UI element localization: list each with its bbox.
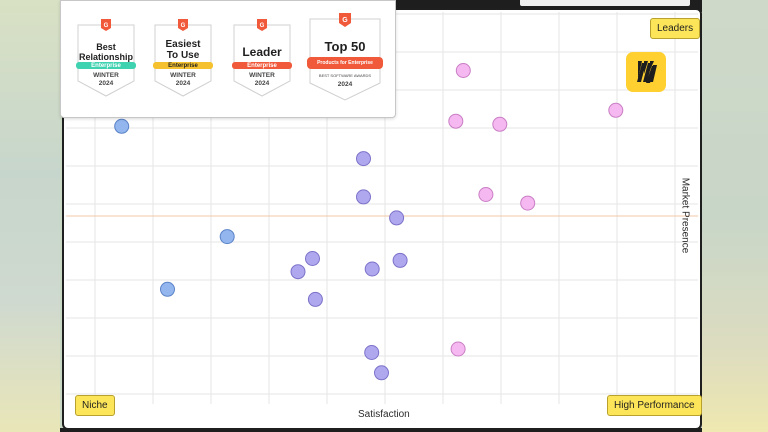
award-badge: G Easiest To Use Enterprise WINTER 2024 <box>152 19 214 99</box>
badge-ribbon: Enterprise <box>91 63 121 69</box>
badge-title: Easiest <box>165 39 201 50</box>
g2-logo-icon: G <box>339 13 351 27</box>
background-bottom <box>60 428 702 432</box>
data-point <box>364 345 380 360</box>
svg-text:G: G <box>342 17 348 24</box>
y-axis-title: Market Presence <box>679 177 691 254</box>
svg-text:G: G <box>104 23 109 29</box>
data-point <box>389 210 405 226</box>
svg-text:G: G <box>260 23 265 29</box>
badge-season: BEST SOFTWARE AWARDS <box>318 73 372 78</box>
data-point <box>492 116 508 132</box>
data-point <box>520 195 536 211</box>
badge-season: WINTER <box>249 72 275 79</box>
data-point <box>307 291 323 307</box>
badge-ribbon: Enterprise <box>168 63 198 69</box>
g2-logo-icon: G <box>178 19 188 31</box>
data-point <box>364 261 380 277</box>
badge-title-2: To Use <box>166 50 200 61</box>
background-left <box>0 0 60 432</box>
g2-logo-icon: G <box>257 19 267 31</box>
data-point <box>356 151 371 167</box>
data-point <box>450 341 466 357</box>
data-point <box>478 187 494 202</box>
award-badge: G Best Relationship Enterprise WINTER 20… <box>75 19 137 99</box>
data-point <box>305 251 320 266</box>
leaders-label: Leaders <box>650 18 701 39</box>
award-badge: G Top 50 Products for Enterprise BEST SO… <box>307 13 383 103</box>
award-badge: G Leader Enterprise WINTER 2024 <box>231 19 293 99</box>
badge-title: Top 50 <box>324 39 366 54</box>
data-point <box>114 118 130 134</box>
svg-text:G: G <box>181 23 186 29</box>
data-point <box>374 365 389 381</box>
badge-title: Leader <box>242 45 282 59</box>
badge-year: 2024 <box>175 80 191 87</box>
awards-card: G Best Relationship Enterprise WINTER 20… <box>60 0 396 118</box>
data-point <box>448 113 464 129</box>
badge-season: WINTER <box>170 72 196 79</box>
data-point <box>356 189 371 205</box>
data-point <box>392 252 408 268</box>
data-point <box>455 63 471 78</box>
background-right <box>702 0 768 432</box>
badge-year: 2024 <box>98 80 114 87</box>
g2-logo-icon: G <box>101 19 111 31</box>
badge-year: 2024 <box>254 80 270 87</box>
badge-year: 2024 <box>337 81 353 88</box>
badge-ribbon: Products for Enterprise <box>317 60 373 66</box>
badge-season: WINTER <box>93 72 119 79</box>
badge-title: Best <box>96 42 116 52</box>
badge-ribbon: Enterprise <box>247 63 277 69</box>
x-axis-title: Satisfaction <box>358 409 410 420</box>
badge-title-2: Relationship <box>78 52 133 62</box>
high-performance-label: High Performance <box>607 395 702 416</box>
miro-logo-icon <box>626 52 666 92</box>
background-top-strip <box>520 0 690 6</box>
data-point <box>608 102 624 118</box>
niche-label: Niche <box>75 395 115 416</box>
data-point <box>160 281 175 297</box>
data-point <box>290 264 306 280</box>
data-point <box>219 229 235 245</box>
